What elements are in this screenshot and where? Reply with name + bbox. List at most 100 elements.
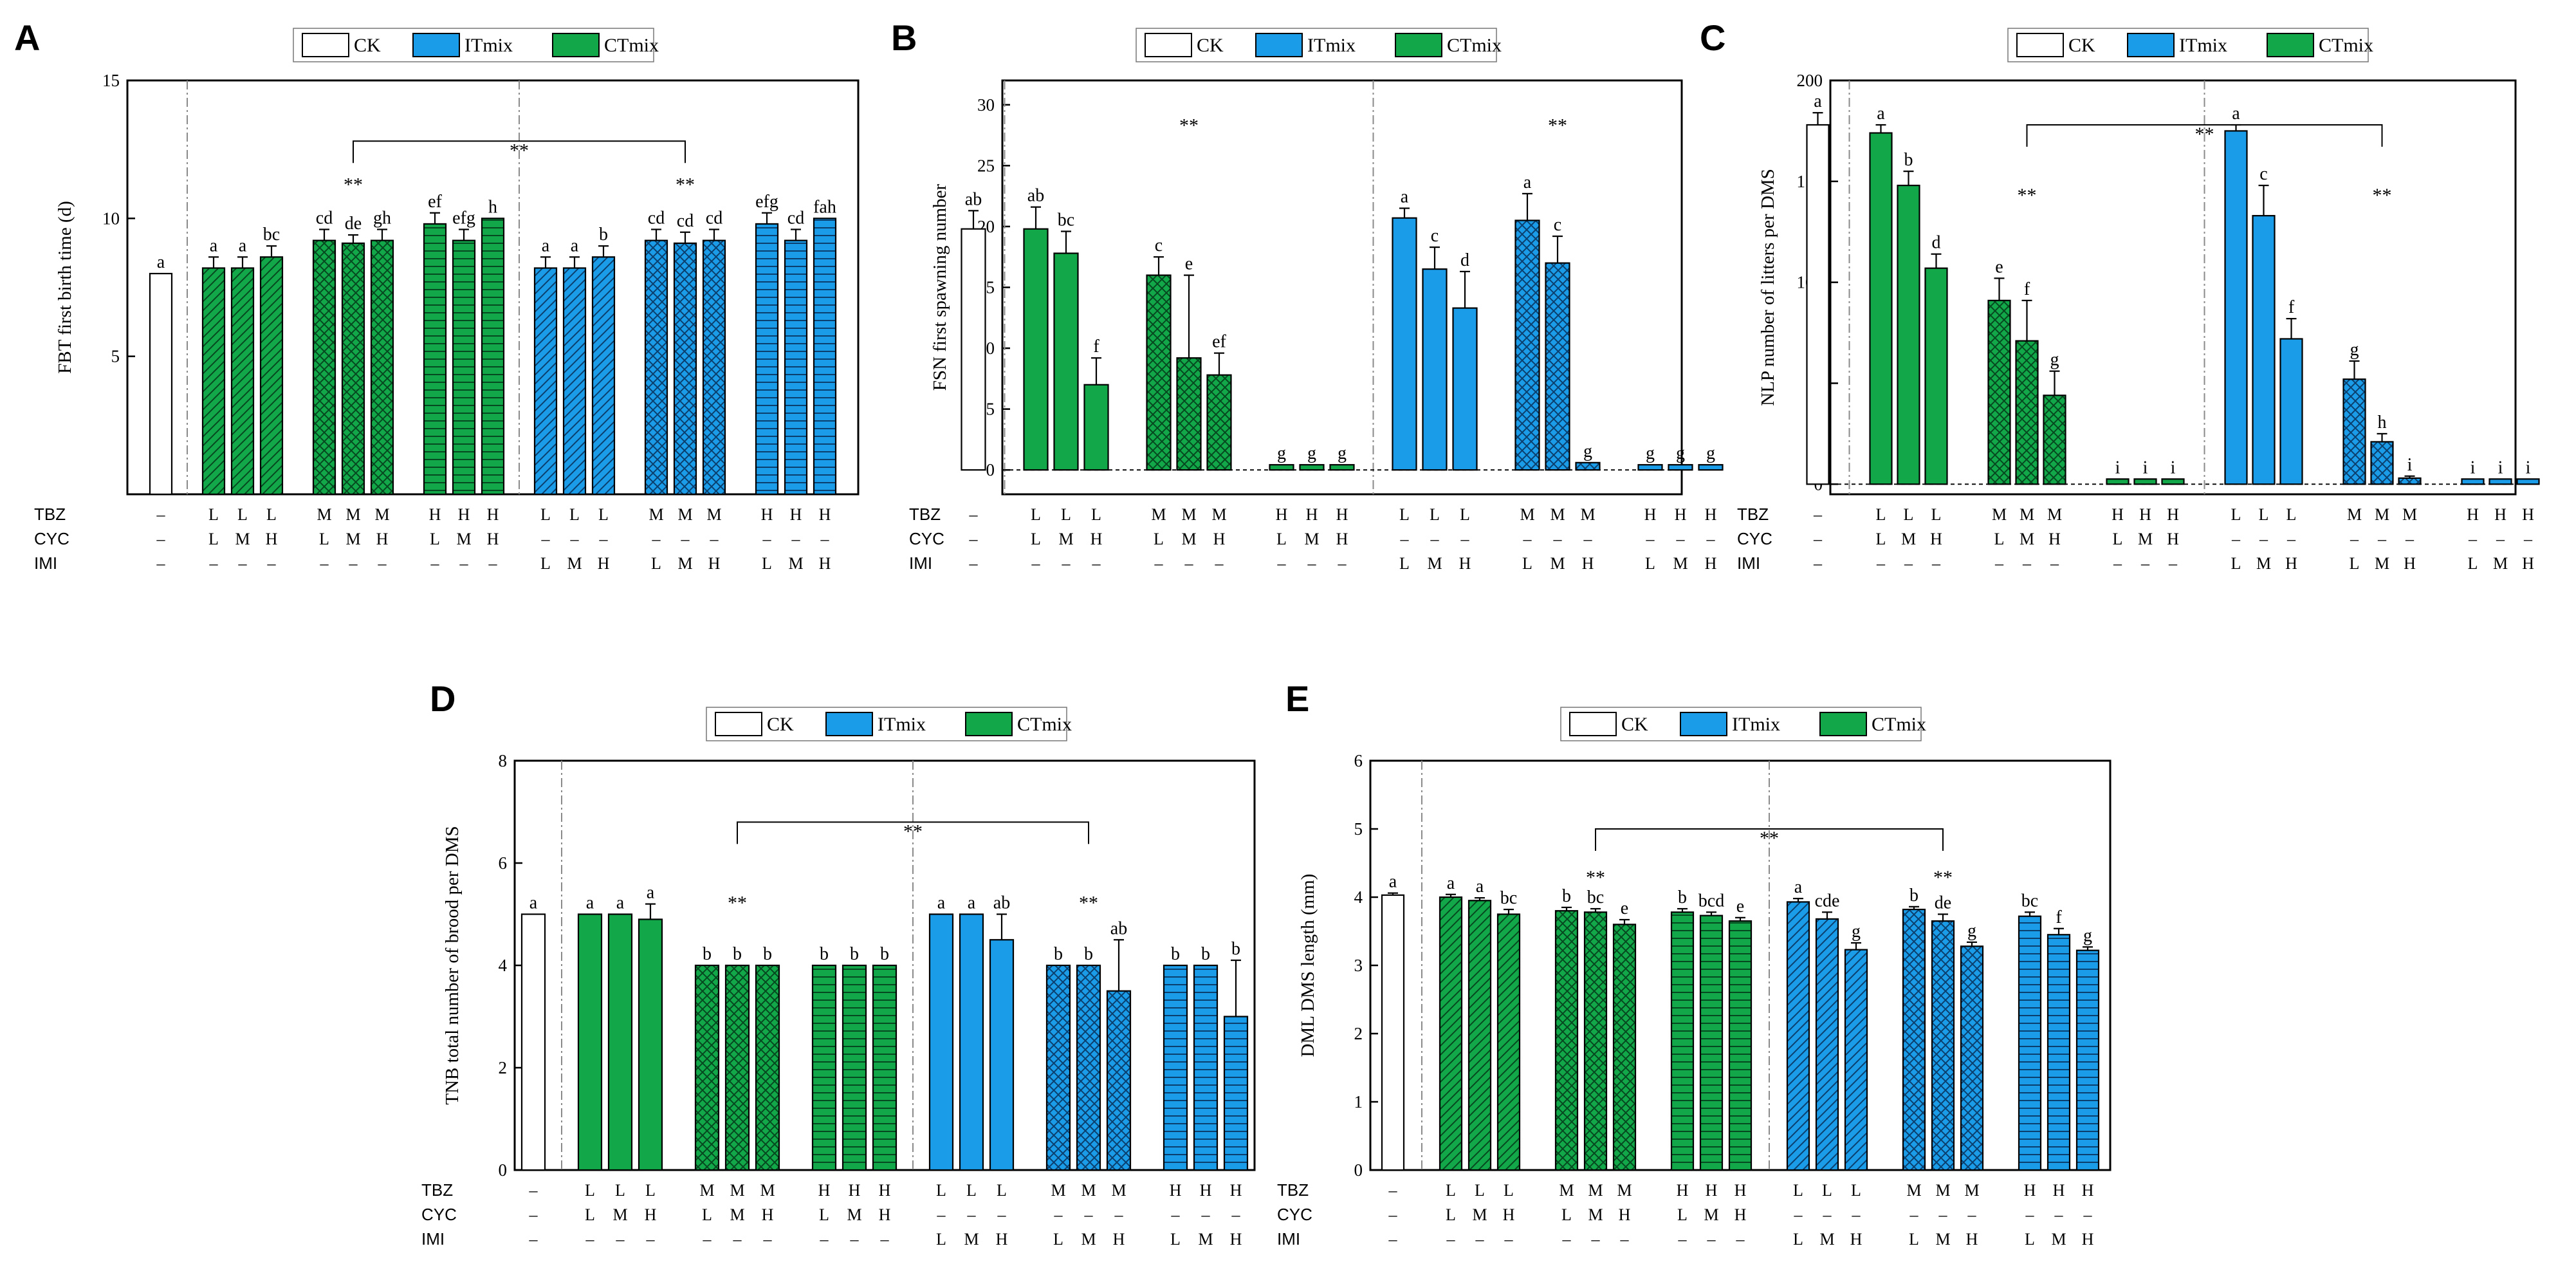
- bar: [452, 239, 476, 496]
- y-tick-label: 30: [977, 95, 995, 115]
- bar: [2133, 478, 2157, 485]
- treatment-level: L: [237, 505, 248, 524]
- treatment-level: –: [1646, 530, 1655, 548]
- significance-stars: **: [1079, 893, 1098, 914]
- legend-label: ITmix: [1732, 714, 1780, 735]
- y-tick-label: 5: [986, 400, 995, 419]
- bar: [2043, 395, 2066, 485]
- bar: [1496, 913, 1521, 1171]
- significance-letter: e: [1621, 898, 1628, 918]
- bar: [2279, 338, 2303, 485]
- treatment-level: H: [2494, 505, 2507, 524]
- significance-letter: i: [2470, 458, 2476, 478]
- y-axis-label: FSN first spawning number: [930, 183, 950, 391]
- bar: [2106, 478, 2130, 485]
- treatment-level: H: [1230, 1230, 1242, 1249]
- legend-label: CTmix: [604, 35, 659, 56]
- bar: [1869, 132, 1893, 485]
- significance-letter: a: [571, 236, 579, 256]
- significance-letter: g: [1676, 443, 1685, 463]
- treatment-level: –: [599, 530, 609, 548]
- significance-letter: ef: [428, 192, 442, 212]
- treatment-level: M: [788, 554, 803, 573]
- treatment-level: H: [761, 505, 773, 524]
- treatment-level: –: [2025, 1205, 2035, 1224]
- treatment-level: H: [2404, 554, 2416, 573]
- row-label: CYC: [1277, 1205, 1312, 1224]
- significance-letter: g: [2050, 350, 2059, 370]
- bar: [2075, 949, 2100, 1171]
- bar: [959, 913, 984, 1171]
- y-axis-label: FBT first birth time (d): [55, 201, 75, 374]
- treatment-level: –: [2286, 530, 2296, 548]
- bar: [673, 242, 697, 496]
- bar: [2516, 478, 2540, 485]
- bar: [1844, 949, 1868, 1171]
- significance-letter: a: [210, 236, 218, 256]
- bar: [562, 267, 587, 496]
- treatment-level: –: [969, 505, 979, 524]
- significance-letter: b: [703, 944, 712, 964]
- row-label: CYC: [421, 1205, 457, 1224]
- bar: [1786, 901, 1810, 1171]
- row-label: CYC: [909, 529, 944, 548]
- bar: [2461, 478, 2485, 485]
- significance-letter: b: [1231, 939, 1240, 959]
- treatment-level: H: [819, 505, 831, 524]
- treatment-level: H: [2522, 505, 2534, 524]
- treatment-level: M: [730, 1205, 744, 1224]
- treatment-level: H: [1706, 1181, 1718, 1200]
- treatment-level: –: [1171, 1205, 1181, 1224]
- bar: [1269, 464, 1294, 471]
- treatment-level: M: [1304, 530, 1319, 548]
- treatment-level: L: [1822, 1181, 1832, 1200]
- significance-stars: **: [1933, 867, 1953, 888]
- treatment-level: L: [1504, 1181, 1514, 1200]
- comparison-bracket: [353, 140, 686, 163]
- significance-letter: g: [1646, 443, 1655, 463]
- treatment-level: –: [1031, 554, 1041, 573]
- bar: [2018, 915, 2042, 1171]
- legend-swatch: [2267, 33, 2314, 57]
- treatment-level: M: [1198, 1230, 1213, 1249]
- legend-swatch: [965, 712, 1013, 736]
- significance-letter: a: [937, 893, 946, 913]
- treatment-level: –: [1904, 554, 1913, 573]
- treatment-level: –: [710, 530, 719, 548]
- significance-stars: **: [728, 893, 747, 914]
- significance-letter: cd: [787, 208, 804, 228]
- bar: [533, 267, 558, 496]
- legend-swatch: [1819, 712, 1867, 736]
- significance-letter: b: [733, 944, 742, 964]
- treatment-level: L: [1876, 505, 1886, 524]
- bar: [1329, 464, 1355, 471]
- treatment-level: M: [317, 505, 331, 524]
- treatment-level: H: [1170, 1181, 1182, 1200]
- significance-letter: c: [1554, 215, 1561, 235]
- treatment-level: M: [964, 1230, 979, 1249]
- legend-swatch: [2127, 33, 2175, 57]
- significance-letter: i: [2498, 458, 2503, 478]
- treatment-level: –: [349, 554, 358, 573]
- significance-letter: i: [2171, 458, 2176, 478]
- treatment-level: H: [1113, 1230, 1125, 1249]
- treatment-level: H: [2285, 554, 2297, 573]
- significance-letter: d: [1932, 233, 1941, 253]
- legend-label: CK: [354, 35, 381, 56]
- treatment-level: –: [1706, 530, 1716, 548]
- treatment-level: M: [1181, 505, 1196, 524]
- legend-label: CTmix: [2319, 35, 2373, 56]
- treatment-level: H: [1306, 505, 1318, 524]
- treatment-level: –: [1338, 554, 1347, 573]
- treatment-level: L: [2113, 530, 2123, 548]
- bar: [1053, 252, 1079, 471]
- comparison-bracket: [1595, 828, 1944, 851]
- treatment-level: H: [1336, 505, 1348, 524]
- bar: [694, 964, 720, 1171]
- significance-letter: e: [1736, 897, 1744, 916]
- bar: [2252, 215, 2276, 485]
- significance-letter: i: [2526, 458, 2531, 478]
- treatment-level: L: [1430, 505, 1440, 524]
- treatment-level: M: [2493, 554, 2508, 573]
- bar: [724, 964, 750, 1171]
